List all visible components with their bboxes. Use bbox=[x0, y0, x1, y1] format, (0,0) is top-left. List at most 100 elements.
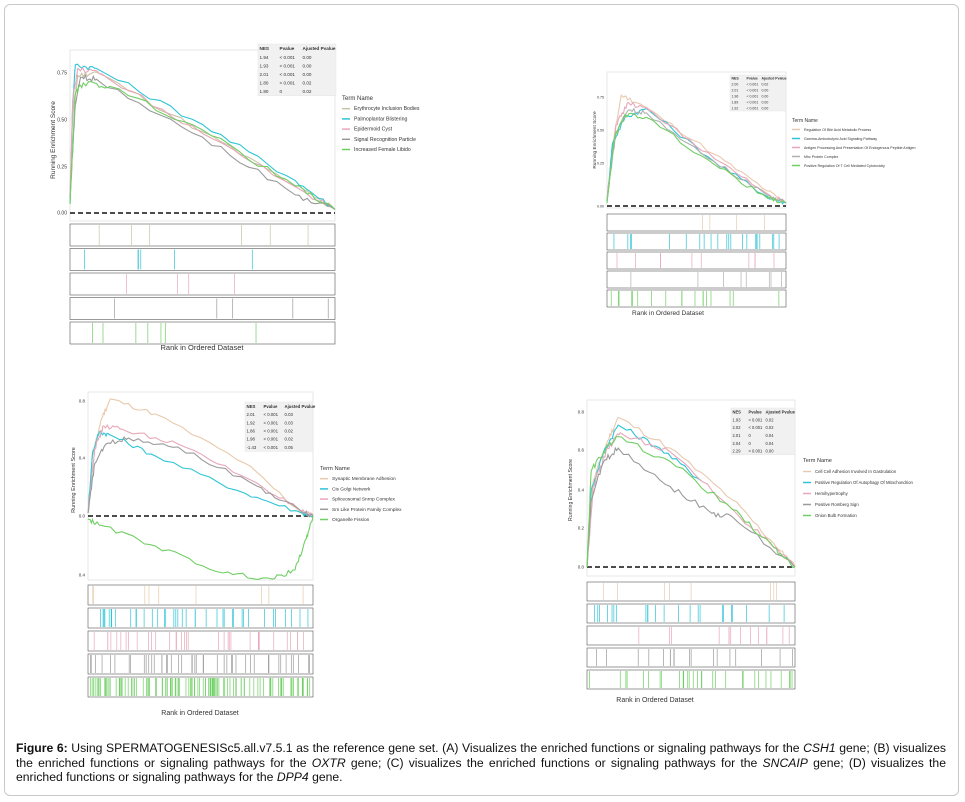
y-tick-label: 0.0 bbox=[578, 565, 585, 570]
hit-strip-1 bbox=[606, 213, 787, 232]
stats-cell: 1.89 bbox=[732, 100, 739, 104]
x-axis-label: Rank in Ordered Dataset bbox=[161, 710, 238, 717]
stats-cell: < 0.001 bbox=[264, 412, 279, 417]
stats-header: Pvalue bbox=[264, 404, 278, 409]
legend-title: Term Name bbox=[342, 96, 374, 102]
y-tick-label: 0.25 bbox=[57, 165, 67, 171]
legend-label: Epidermoid Cyst bbox=[354, 127, 393, 133]
es-curve-3 bbox=[606, 102, 787, 204]
legend-label: Positive Regulation Of Autophagy Of Mito… bbox=[815, 480, 914, 485]
legend-label: Positive Regulation Of T Cell Mediated C… bbox=[804, 164, 885, 168]
stats-cell: < 0.001 bbox=[264, 437, 279, 442]
caption-gene-sncaip: SNCAIP bbox=[762, 755, 808, 770]
stats-cell: 1.93 bbox=[260, 63, 269, 68]
es-curve-5 bbox=[586, 436, 796, 569]
stats-cell: 0.00 bbox=[762, 100, 769, 104]
legend-label: Erythrocyte Inclusion Bodies bbox=[354, 106, 420, 112]
stats-cell: < 0.001 bbox=[280, 72, 296, 77]
stats-cell: 1.86 bbox=[247, 429, 256, 434]
legend-label: Cell Cell Adhesion Involved In Gastrulat… bbox=[815, 469, 897, 474]
legend-label: Antigen Processing And Presentation Of E… bbox=[804, 146, 916, 150]
caption-text-5: gene. bbox=[308, 770, 343, 785]
legend-title: Term Name bbox=[803, 458, 832, 464]
legend-label: Gamma-Aminobutyric Acid Signaling Pathwa… bbox=[804, 137, 877, 141]
y-tick-label: 0.0 bbox=[79, 514, 86, 519]
legend-label: Synaptic Membrane Adhesion bbox=[332, 476, 396, 482]
hit-strip-2 bbox=[606, 232, 787, 251]
y-tick-label: 0.4 bbox=[79, 456, 86, 461]
hit-strip-1 bbox=[69, 223, 336, 247]
legend-label: Positive Romberg Sign bbox=[815, 502, 859, 507]
stats-cell: < 0.001 bbox=[747, 100, 759, 104]
stats-cell: -1.43 bbox=[247, 445, 257, 450]
stats-cell: 0.04 bbox=[766, 441, 775, 446]
stats-cell: 0.02 bbox=[766, 417, 775, 422]
y-tick-label: 0.75 bbox=[57, 71, 67, 77]
stats-cell: 0.02 bbox=[303, 81, 312, 86]
gsea-plot-d: 0.8 0.6 0.4 0.2 0.0 NES Pvalue Ajusted Pvalue 1.… bbox=[568, 399, 914, 704]
gsea-plot-a: 0.75 0.50 0.25 0.00 NES Pvalue Ajusted Pvalue 1… bbox=[50, 43, 420, 352]
hit-strip-5 bbox=[69, 321, 336, 345]
hit-strip-2 bbox=[69, 248, 336, 271]
stats-cell: 0 bbox=[749, 441, 752, 446]
stats-table-bg bbox=[730, 407, 796, 455]
stats-cell: 0.00 bbox=[762, 94, 769, 98]
es-curve-1 bbox=[586, 416, 796, 568]
y-axis-label: Running Enrichment Score bbox=[592, 111, 598, 169]
legend-label: Signal Recognition Particle bbox=[354, 137, 416, 143]
stats-cell: 0.02 bbox=[285, 437, 294, 442]
legend-label: Sm Like Protein Family Complex bbox=[332, 507, 402, 513]
stats-header: Ajusted Pvalue bbox=[285, 404, 316, 409]
stats-cell: 0.03 bbox=[285, 412, 294, 417]
stats-cell: < 0.001 bbox=[747, 82, 759, 86]
stats-table: NES Pvalue Ajusted Pvalue 2.01 < 0.001 0.03 1.… bbox=[244, 401, 316, 452]
legend-label: Onion Bulb Formation bbox=[815, 513, 857, 518]
x-axis-label: Rank in Ordered Dataset bbox=[632, 310, 704, 317]
stats-cell: 1.98 bbox=[247, 437, 256, 442]
stats-cell: 2.01 bbox=[732, 88, 739, 92]
stats-header: NES bbox=[732, 76, 740, 80]
stats-cell: 0.00 bbox=[762, 106, 769, 110]
stats-header: Pvalue bbox=[280, 46, 295, 51]
es-curve-4 bbox=[87, 436, 314, 518]
stats-table-bg bbox=[729, 74, 787, 112]
legend-label: Palmoplantar Blistering bbox=[354, 116, 407, 122]
stats-table: NES Pvalue Ajusted Pvalue 1.94 < 0.001 0.00 1.… bbox=[257, 43, 337, 96]
stats-cell: < 0.001 bbox=[747, 106, 759, 110]
stats-cell: < 0.001 bbox=[280, 81, 296, 86]
stats-cell: 0.00 bbox=[766, 449, 775, 454]
stats-cell: 2.01 bbox=[247, 412, 256, 417]
gsea-plot-c: 0.8 0.4 0.0 0.4 NES Pvalue Ajusted Pvalue 2.01 <… bbox=[71, 391, 402, 717]
stats-cell: < 0.001 bbox=[749, 417, 763, 422]
stats-cell: 0 bbox=[280, 89, 283, 94]
y-tick-label: 0.4 bbox=[578, 488, 585, 493]
hit-strip-1 bbox=[87, 584, 314, 606]
es-curve-5 bbox=[606, 112, 787, 204]
stats-cell: < 0.001 bbox=[264, 445, 279, 450]
x-axis-label: Rank in Ordered Dataset bbox=[161, 343, 245, 352]
panel-d: 0.8 0.6 0.4 0.2 0.0 NES Pvalue Ajusted Pvalue 1.… bbox=[568, 399, 914, 704]
stats-cell: 0.03 bbox=[285, 420, 294, 425]
stats-cell: 0.00 bbox=[303, 55, 312, 60]
y-tick-label: 0.75 bbox=[597, 96, 604, 100]
y-tick-label: 0.25 bbox=[597, 162, 604, 166]
stats-cell: 2.01 bbox=[733, 433, 742, 438]
stats-cell: 0 bbox=[749, 433, 752, 438]
stats-cell: 2.00 bbox=[732, 82, 739, 86]
stats-cell: 0.02 bbox=[766, 425, 775, 430]
caption-text-3: gene; (C) visualizes the enriched functi… bbox=[345, 755, 763, 770]
stats-cell: < 0.001 bbox=[749, 449, 763, 454]
caption-gene-oxtr: OXTR bbox=[311, 755, 346, 770]
y-tick-label: 0.6 bbox=[578, 448, 585, 453]
stats-cell: 0.00 bbox=[303, 72, 312, 77]
caption-label: Figure 6: bbox=[16, 741, 68, 755]
y-axis-label: Running Enrichment Score bbox=[568, 459, 574, 521]
stats-cell: 2.04 bbox=[733, 441, 742, 446]
y-tick-label: 0.4 bbox=[79, 573, 86, 578]
stats-cell: 1.96 bbox=[732, 94, 739, 98]
stats-header: Ajusted Pvalue bbox=[303, 46, 336, 51]
stats-cell: 2.29 bbox=[733, 449, 742, 454]
stats-header: NES bbox=[247, 404, 256, 409]
y-axis-label: Running Enrichment Score bbox=[50, 101, 57, 179]
